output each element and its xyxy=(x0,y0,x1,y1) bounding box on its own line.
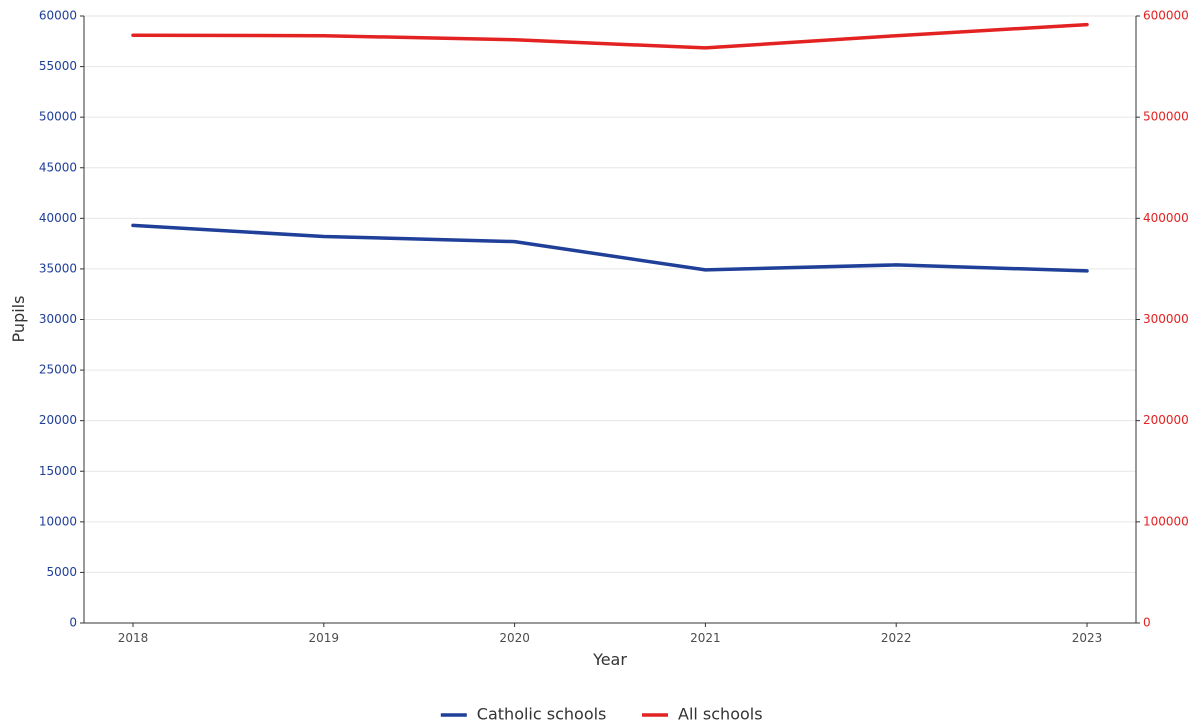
left-tick-label: 45000 xyxy=(39,160,77,174)
left-tick-label: 55000 xyxy=(39,59,77,73)
left-tick-label: 35000 xyxy=(39,261,77,275)
left-tick-label: 15000 xyxy=(39,464,77,478)
left-tick-label: 60000 xyxy=(39,9,77,23)
right-tick-label: 0 xyxy=(1143,616,1151,630)
gridlines xyxy=(84,15,1136,624)
right-tick-label: 300000 xyxy=(1143,312,1189,326)
x-axis-ticks: 2018 2019 2020 2021 2022 2023 xyxy=(118,623,1103,645)
series-line-all-schools xyxy=(131,22,1089,50)
right-tick-label: 200000 xyxy=(1143,413,1189,427)
legend-label: Catholic schools xyxy=(477,705,607,724)
left-y-axis-ticks: 0 5000 10000 15000 20000 25000 30000 35000 40000… xyxy=(39,9,84,630)
right-tick-label: 400000 xyxy=(1143,211,1189,225)
x-tick-label: 2022 xyxy=(881,631,912,645)
left-tick-label: 10000 xyxy=(39,514,77,528)
left-tick-label: 25000 xyxy=(39,363,77,377)
legend: Catholic schools All schools xyxy=(440,705,763,724)
y-axis-title: Pupils xyxy=(9,296,28,343)
legend-item: All schools xyxy=(642,705,763,724)
x-tick-label: 2021 xyxy=(690,631,721,645)
left-tick-label: 5000 xyxy=(46,565,77,579)
left-tick-label: 30000 xyxy=(39,312,77,326)
x-tick-label: 2023 xyxy=(1072,631,1103,645)
series-line-catholic-schools xyxy=(131,223,1089,273)
left-tick-label: 40000 xyxy=(39,211,77,225)
right-y-axis-ticks: 0 100000 200000 300000 400000 500000 600000 xyxy=(1136,9,1189,630)
right-tick-label: 500000 xyxy=(1143,110,1189,124)
x-tick-label: 2019 xyxy=(309,631,340,645)
x-tick-label: 2020 xyxy=(499,631,530,645)
x-tick-label: 2018 xyxy=(118,631,149,645)
series-layer xyxy=(131,22,1089,273)
right-tick-label: 600000 xyxy=(1143,9,1189,23)
right-tick-label: 100000 xyxy=(1143,514,1189,528)
left-tick-label: 0 xyxy=(69,616,77,630)
left-tick-label: 50000 xyxy=(39,110,77,124)
legend-item: Catholic schools xyxy=(440,705,607,724)
x-axis-title: Year xyxy=(592,650,627,669)
legend-label: All schools xyxy=(678,705,763,724)
left-tick-label: 20000 xyxy=(39,413,77,427)
